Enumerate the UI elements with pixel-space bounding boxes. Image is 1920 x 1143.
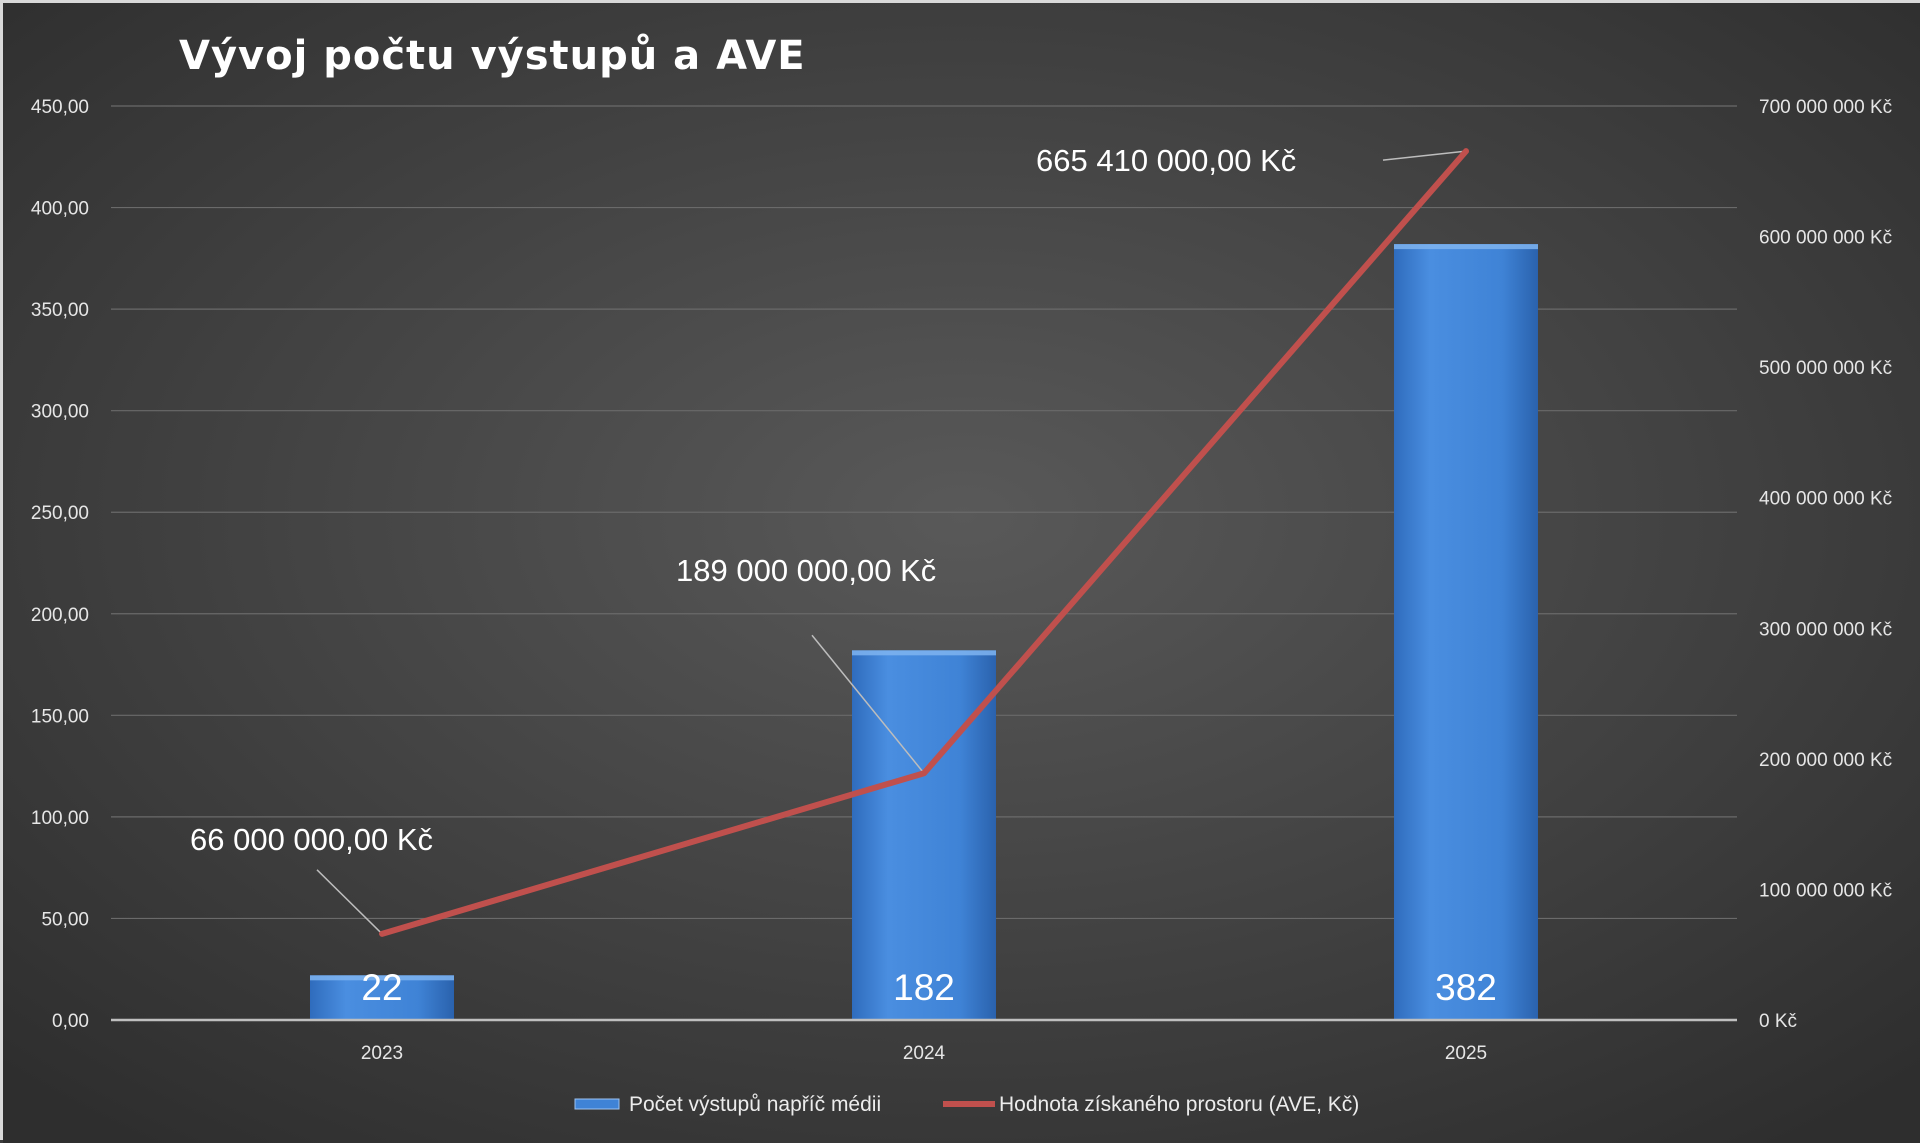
leader-line bbox=[811, 634, 925, 774]
bar bbox=[852, 650, 996, 1020]
bar-top-highlight bbox=[1394, 244, 1538, 250]
y-left-tick-label: 50,00 bbox=[41, 909, 89, 930]
y-right-tick-label: 500 000 000 Kč bbox=[1759, 358, 1892, 379]
bar-data-label: 382 bbox=[1435, 967, 1497, 1008]
line-data-label: 189 000 000,00 Kč bbox=[676, 553, 936, 588]
y-right-tick-label: 200 000 000 Kč bbox=[1759, 750, 1892, 771]
leader-line bbox=[316, 869, 383, 935]
x-tick-label: 2023 bbox=[361, 1043, 403, 1064]
y-right-tick-label: 300 000 000 Kč bbox=[1759, 619, 1892, 640]
chart-title: Vývoj počtu výstupů a AVE bbox=[179, 32, 806, 79]
axes: 0,00 50,00 100,00 150,00 200,00 250,00 300,00 3… bbox=[31, 97, 1892, 1064]
legend: Počet výstupů napříč médii Hodnota získan… bbox=[574, 1093, 1359, 1116]
y-left-tick-label: 450,00 bbox=[31, 97, 89, 118]
y-left-tick-label: 200,00 bbox=[31, 605, 89, 626]
label-leader-lines bbox=[316, 150, 1467, 935]
y-left-tick-label: 150,00 bbox=[31, 706, 89, 727]
y-left-tick-label: 250,00 bbox=[31, 503, 89, 524]
y-left-tick-label: 350,00 bbox=[31, 300, 89, 321]
data-labels: 22 182 382 66 000 000,00 Kč 189 000 000,00 K… bbox=[190, 143, 1497, 1008]
bar-top-highlight bbox=[852, 650, 996, 656]
y-right-tick-label: 100 000 000 Kč bbox=[1759, 880, 1892, 901]
y-right-tick-label: 400 000 000 Kč bbox=[1759, 489, 1892, 510]
legend-bar-swatch bbox=[574, 1098, 620, 1110]
line-data-label: 665 410 000,00 Kč bbox=[1036, 143, 1296, 178]
line-data-label: 66 000 000,00 Kč bbox=[190, 822, 433, 857]
bar bbox=[310, 975, 454, 1020]
y-left-tick-label: 300,00 bbox=[31, 402, 89, 423]
leader-line bbox=[1382, 150, 1467, 161]
y-right-tick-label: 0 Kč bbox=[1759, 1011, 1797, 1032]
line-series bbox=[379, 148, 1469, 937]
y-right-tick-label: 600 000 000 Kč bbox=[1759, 228, 1892, 249]
bar-data-label: 22 bbox=[361, 967, 402, 1008]
y-left-tick-label: 100,00 bbox=[31, 808, 89, 829]
bar bbox=[1394, 244, 1538, 1021]
y-left-tick-label: 0,00 bbox=[52, 1011, 89, 1032]
bar-data-label: 182 bbox=[893, 967, 955, 1008]
line-point bbox=[380, 931, 384, 936]
bar-series bbox=[310, 244, 1538, 1021]
line-point bbox=[1464, 149, 1468, 154]
legend-bar-label: Počet výstupů napříč médii bbox=[629, 1093, 881, 1116]
line-point bbox=[922, 771, 926, 776]
legend-line-label: Hodnota získaného prostoru (AVE, Kč) bbox=[999, 1093, 1359, 1116]
x-tick-label: 2025 bbox=[1445, 1043, 1487, 1064]
x-tick-label: 2024 bbox=[903, 1043, 946, 1064]
chart-svg: 22 182 382 66 000 000,00 Kč 189 000 000,00 K… bbox=[3, 3, 1920, 1143]
bar-top-highlight bbox=[310, 975, 454, 981]
y-right-tick-label: 700 000 000 Kč bbox=[1759, 97, 1892, 118]
y-left-tick-label: 400,00 bbox=[31, 199, 89, 220]
